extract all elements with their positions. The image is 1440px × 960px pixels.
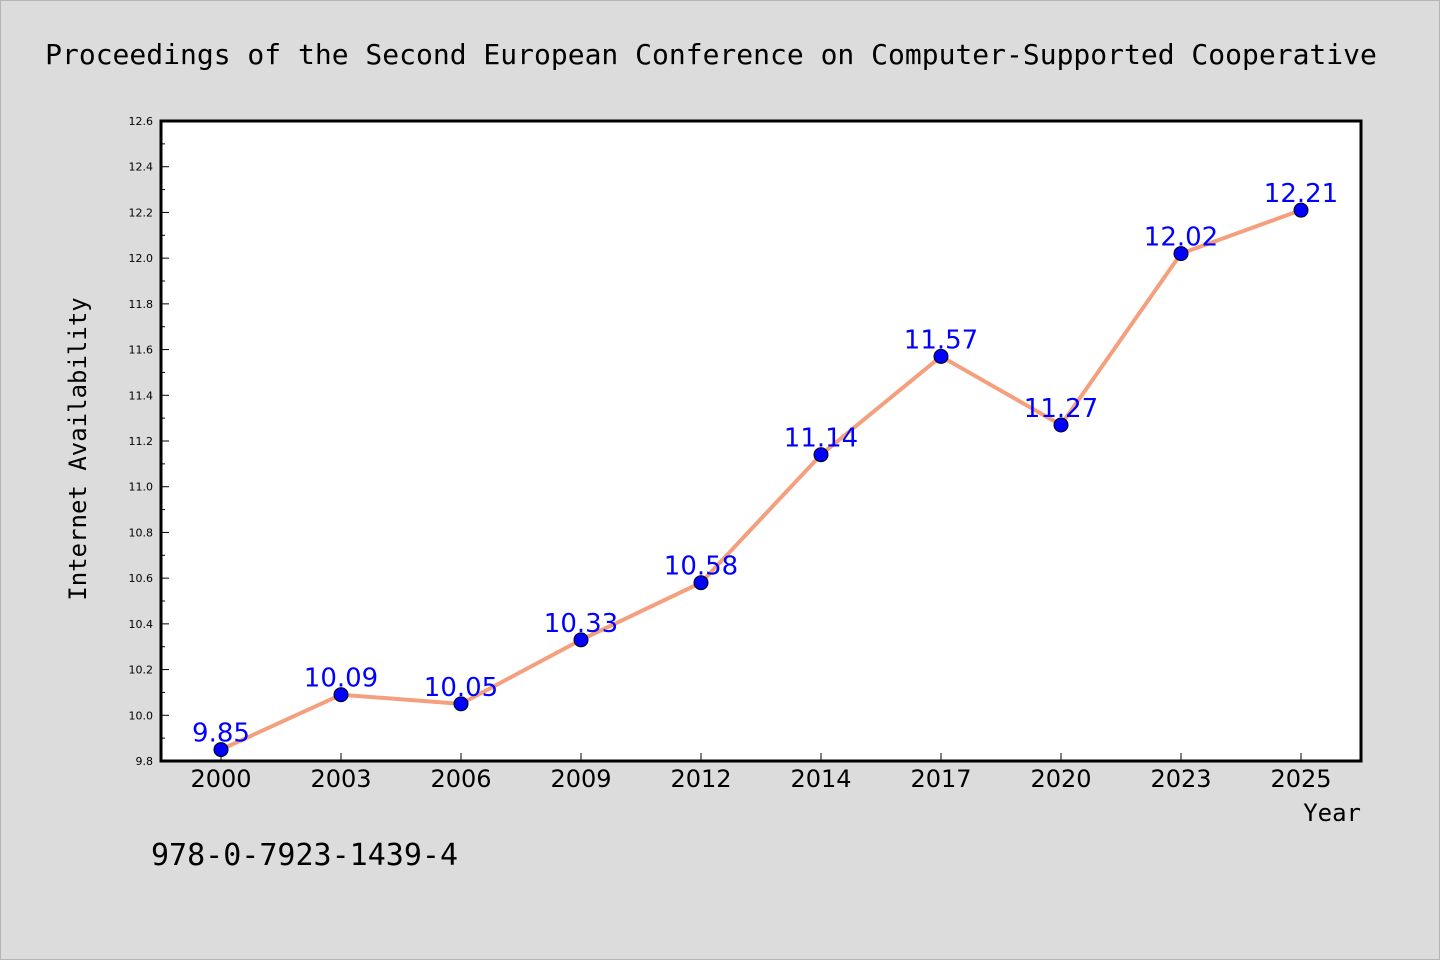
data-point-2020	[1053, 417, 1069, 433]
x-tick-label: 2014	[790, 765, 851, 793]
x-axis-label: Year	[1303, 799, 1361, 827]
data-label: 10.58	[664, 552, 738, 582]
plot-area	[159, 119, 1363, 763]
x-tick-label: 2003	[310, 765, 371, 793]
data-label: 12.21	[1264, 179, 1338, 209]
y-tick-label: 10.2	[129, 664, 154, 677]
chart-title: Proceedings of the Second European Confe…	[45, 38, 1377, 71]
data-label: 11.27	[1024, 394, 1098, 424]
x-tick-label: 2023	[1150, 765, 1211, 793]
data-label: 10.09	[304, 664, 378, 694]
y-tick-label: 10.8	[129, 526, 154, 539]
y-tick-label: 9.8	[136, 755, 154, 768]
y-tick-label: 10.6	[129, 572, 154, 585]
data-point-2000	[213, 742, 229, 758]
data-point-2009	[573, 632, 589, 648]
isbn-label: 978-0-7923-1439-4	[151, 838, 458, 873]
series-line	[220, 208, 1302, 752]
y-tick-label: 10.4	[129, 618, 154, 631]
x-tick-label: 2000	[190, 765, 251, 793]
data-point-2025	[1293, 202, 1309, 218]
y-tick-label: 11.8	[129, 298, 154, 311]
data-label: 10.33	[544, 609, 618, 639]
y-tick-label: 10.0	[129, 709, 154, 722]
data-label: 12.02	[1144, 223, 1218, 253]
x-tick-label: 2009	[550, 765, 611, 793]
y-axis-label: Internet Availability	[64, 297, 92, 600]
data-label: 10.05	[424, 673, 498, 703]
data-point-2017	[933, 348, 949, 364]
y-tick-label: 12.2	[129, 206, 154, 219]
x-tick-label: 2017	[910, 765, 971, 793]
data-point-2014	[813, 447, 829, 463]
data-point-2006	[453, 696, 469, 712]
data-label: 11.57	[904, 325, 978, 355]
y-tick-label: 11.2	[129, 435, 154, 448]
y-tick-label: 12.0	[129, 252, 154, 265]
x-axis: 2000 2003 2006 2009 2012 2014 2017 2020 2023 2025	[190, 753, 1332, 793]
y-tick-label: 12.4	[129, 161, 154, 174]
y-tick-label: 12.6	[129, 115, 154, 128]
x-tick-label: 2012	[670, 765, 731, 793]
data-point-2012	[693, 575, 709, 591]
y-axis: 9.8 10.0 10.2 10.4 10.6 10.8 11.0 11.2 11.4 11.6 1…	[129, 115, 169, 768]
x-tick-label: 2006	[430, 765, 491, 793]
y-tick-label: 11.6	[129, 344, 154, 357]
data-point-2003	[333, 687, 349, 703]
series-layer: 9.85 10.09 10.05 10.33 10.58 11.14 11.57 11.27 1…	[192, 179, 1338, 758]
data-label: 9.85	[192, 719, 250, 749]
data-label: 11.14	[784, 424, 858, 454]
y-tick-label: 11.0	[129, 481, 154, 494]
x-tick-label: 2025	[1270, 765, 1331, 793]
x-tick-label: 2020	[1030, 765, 1091, 793]
data-point-2023	[1173, 246, 1189, 262]
y-tick-label: 11.4	[129, 389, 154, 402]
